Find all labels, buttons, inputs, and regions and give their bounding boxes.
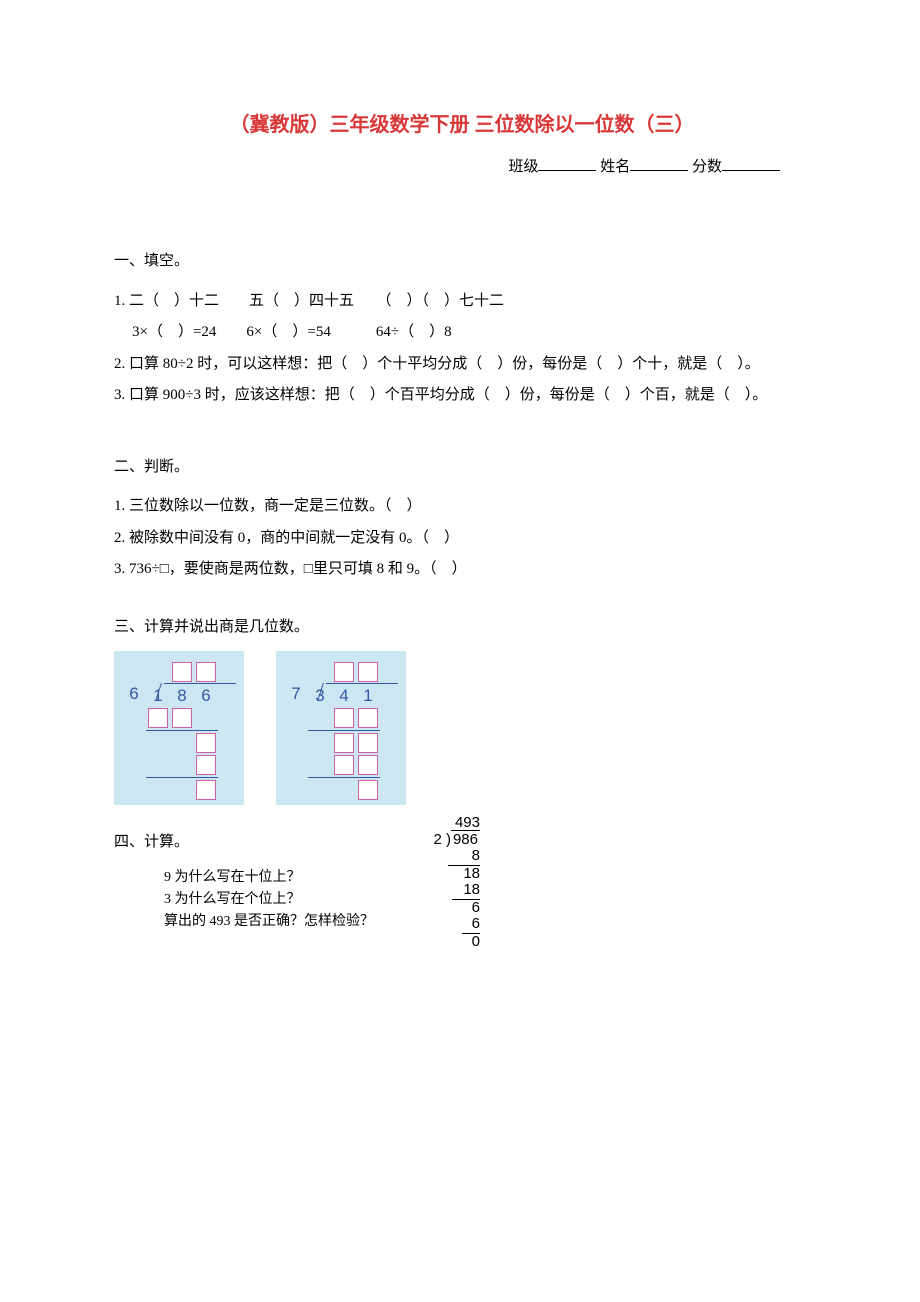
name-label: 姓名 [600,159,630,175]
division-templates-row: 6 186 7 341 [114,651,810,805]
division-line: 2 )986 [424,832,480,849]
s4-qb: 3 为什么写在个位上？ [164,889,810,911]
answer-box[interactable] [172,708,192,728]
section-1-head: 一、填空。 [114,246,810,278]
answer-box[interactable] [334,708,354,728]
step-value: 0 [424,934,480,951]
answer-box[interactable] [196,780,216,800]
step-value: 18 [424,866,480,883]
answer-box[interactable] [196,755,216,775]
divisor-digit: 6 [122,683,146,705]
answer-box[interactable] [358,733,378,753]
step-value: 18 [424,882,480,899]
step-value: 8 [424,848,480,865]
student-info-line: 班级 姓名 分数 [114,155,810,176]
answer-box[interactable] [358,662,378,682]
answer-box[interactable] [334,755,354,775]
s1-q3: 3. 口算 900÷3 时，应该这样想：把（ ）个百平均分成（ ）份，每份是（ … [114,380,810,412]
division-template-1: 6 186 [114,651,244,805]
answer-box[interactable] [196,662,216,682]
answer-box[interactable] [358,780,378,800]
worksheet-page: （冀教版）三年级数学下册 三位数除以一位数（三） 班级 姓名 分数 一、填空。 … [0,0,920,994]
answer-box[interactable] [358,755,378,775]
division-template-2: 7 341 [276,651,406,805]
answer-box[interactable] [196,733,216,753]
s4-qc: 算出的 493 是否正确？怎样检验？ [164,911,810,933]
divisor: 2 [433,831,441,848]
page-title: （冀教版）三年级数学下册 三位数除以一位数（三） [114,108,810,137]
s2-q1: 1. 三位数除以一位数，商一定是三位数。（ ） [114,491,810,523]
step-value: 6 [424,916,480,933]
section-2-head: 二、判断。 [114,452,810,484]
score-blank[interactable] [722,170,780,171]
long-division-worked: 493 2 )986 8 18 18 6 6 0 [424,815,480,950]
answer-box[interactable] [334,662,354,682]
score-label: 分数 [692,159,722,175]
dividend: 986 [453,831,478,848]
s2-q2: 2. 被除数中间没有 0，商的中间就一定没有 0。（ ） [114,523,810,555]
answer-box[interactable] [358,708,378,728]
answer-box[interactable] [172,662,192,682]
s1-q2: 2. 口算 80÷2 时，可以这样想：把（ ）个十平均分成（ ）份，每份是（ ）… [114,349,810,381]
s4-qa: 9 为什么写在十位上？ [164,867,810,889]
answer-box[interactable] [148,708,168,728]
divisor-digit: 7 [284,683,308,705]
class-blank[interactable] [538,170,596,171]
answer-box[interactable] [334,733,354,753]
class-label: 班级 [508,159,538,175]
section-3-head: 三、计算并说出商是几位数。 [114,612,810,644]
s1-q1b: 3×（ ）=24 6×（ ）=54 64÷（ ）8 [114,317,810,349]
s2-q3: 3. 736÷□，要使商是两位数，□里只可填 8 和 9。（ ） [114,554,810,586]
s1-q1a: 1. 二（ ）十二 五（ ）四十五 （ ）（ ）七十二 [114,286,810,318]
step-value: 6 [424,900,480,917]
section-4: 四、计算。 9 为什么写在十位上？ 3 为什么写在个位上？ 算出的 493 是否… [114,827,810,934]
name-blank[interactable] [630,170,688,171]
